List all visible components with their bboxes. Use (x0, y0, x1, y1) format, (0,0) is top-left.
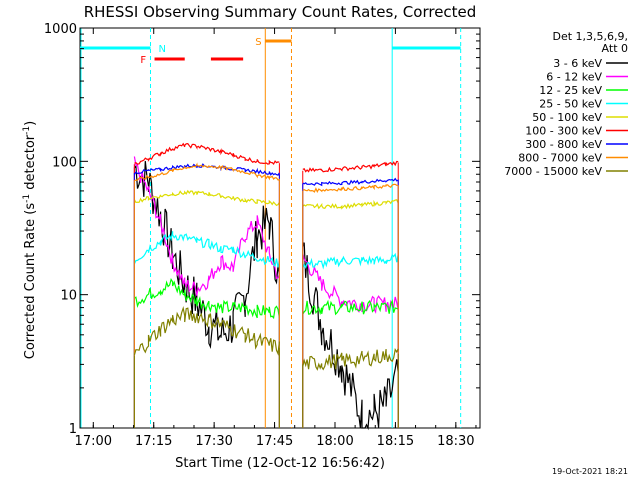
series-line (133, 156, 280, 296)
x-tick-label: 18:15 (377, 434, 414, 449)
series-line (134, 162, 280, 182)
legend-header-line2: Att 0 (602, 42, 628, 55)
series-line (302, 160, 399, 173)
x-tick-label: 18:00 (316, 434, 353, 449)
y-axis-label-sup1: -1 (22, 194, 32, 203)
series-line (133, 189, 280, 207)
flag-n-label: N (159, 44, 166, 55)
flag-s-label: S (255, 37, 261, 48)
series-line (302, 348, 399, 371)
series-7000-15000-kev (133, 306, 399, 428)
legend-label: 7000 - 15000 keV (504, 165, 602, 178)
series-line (302, 199, 399, 210)
series-line (302, 242, 399, 431)
y-axis-label-part1: Corrected Count Rate (s (23, 203, 38, 360)
x-tick-label: 17:45 (256, 434, 293, 449)
legend-label: 3 - 6 keV (553, 57, 602, 70)
legend-label: 300 - 800 keV (525, 138, 602, 151)
y-tick-label: 100 (52, 155, 77, 170)
legend-label: 25 - 50 keV (539, 98, 602, 111)
plot-area: N F S (79, 27, 481, 431)
series-line (133, 306, 280, 356)
x-axis: 17:00 17:15 17:30 17:45 18:00 18:15 18:30 (75, 28, 477, 449)
y-tick-label: 1000 (44, 22, 77, 37)
y-tick-label: 10 (60, 289, 77, 304)
legend-label: 6 - 12 keV (546, 71, 602, 84)
series-line (302, 183, 399, 194)
flag-f-label: F (140, 55, 146, 66)
y-axis-label-part3: ) (23, 121, 38, 126)
series-line (302, 177, 399, 187)
x-tick-label: 17:00 (75, 434, 112, 449)
chart-title: RHESSI Observing Summary Count Rates, Co… (84, 3, 477, 21)
series-line (133, 231, 280, 268)
y-axis-label-part2: detector (23, 134, 38, 194)
x-tick-label: 18:30 (437, 434, 474, 449)
y-axis-label: Corrected Count Rate (s-1 detector-1) (22, 121, 38, 359)
series-line (302, 299, 399, 316)
x-tick-label: 17:30 (195, 434, 232, 449)
legend-label: 800 - 7000 keV (518, 152, 602, 165)
x-axis-label: Start Time (12-Oct-12 16:56:42) (175, 456, 385, 471)
legend-label: 100 - 300 keV (525, 125, 602, 138)
legend-header-line1: Det 1,3,5,6,9, (552, 30, 628, 43)
x-tick-label: 17:15 (135, 434, 172, 449)
plot-frame (79, 27, 481, 429)
series-line (134, 278, 280, 320)
legend-label: 50 - 100 keV (532, 111, 602, 124)
legend-label: 12 - 25 keV (539, 84, 602, 97)
series-line (134, 142, 280, 166)
series-line (302, 252, 399, 270)
y-axis-label-sup2: -1 (22, 126, 32, 135)
y-tick-label: 1 (69, 422, 77, 437)
timestamp: 19-Oct-2021 18:21 (552, 467, 628, 476)
y-axis: 1 10 100 1000 (44, 22, 480, 437)
